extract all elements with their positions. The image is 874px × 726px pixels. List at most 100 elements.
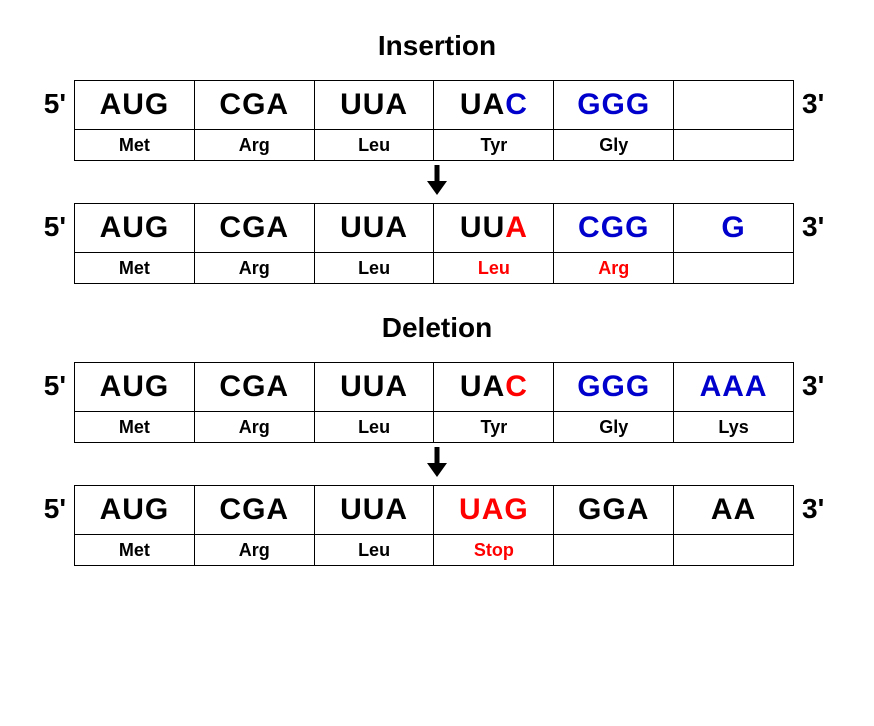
amino-acid-cell: Arg <box>194 253 314 284</box>
nucleotide-letter: C <box>578 211 601 244</box>
codon-cell: GGA <box>554 486 674 535</box>
nucleotide-letter: G <box>577 370 601 403</box>
nucleotide-letter: U <box>460 211 483 244</box>
amino-acid-cell: Arg <box>554 253 674 284</box>
amino-acid-row: MetArgLeuLeuArg <box>75 253 794 284</box>
nucleotide-letter: U <box>483 211 506 244</box>
nucleotide-letter: A <box>734 493 757 526</box>
codon-cell: UUA <box>314 204 434 253</box>
sequence-row: 5'AUGCGAUUAUAGGGAAAMetArgLeuStop3' <box>30 485 844 566</box>
nucleotide-letter: G <box>602 493 626 526</box>
codon-cell: AUG <box>75 204 195 253</box>
nucleotide-letter: U <box>340 211 363 244</box>
nucleotide-letter: G <box>601 211 625 244</box>
nucleotide-letter: U <box>363 211 386 244</box>
nucleotide-letter: U <box>363 88 386 121</box>
amino-acid-cell: Met <box>75 535 195 566</box>
codon-cell: AUG <box>75 363 195 412</box>
amino-acid-cell: Tyr <box>434 130 554 161</box>
nucleotide-letter: G <box>578 493 602 526</box>
nucleotide-letter: C <box>505 370 528 403</box>
codon-cell: UAC <box>434 363 554 412</box>
five-prime-label: 5' <box>30 80 66 128</box>
nucleotide-letter: A <box>100 493 123 526</box>
codon-cell: CGA <box>194 363 314 412</box>
section-title: Deletion <box>30 312 844 344</box>
sequence-table: AUGCGAUUAUACGGGAAAMetArgLeuTyrGlyLys <box>74 362 794 443</box>
section-title: Insertion <box>30 30 844 62</box>
nucleotide-letter: A <box>722 370 745 403</box>
nucleotide-letter: A <box>266 493 289 526</box>
codon-cell: GGG <box>554 363 674 412</box>
nucleotide-letter: A <box>711 493 734 526</box>
codon-cell: UUA <box>314 363 434 412</box>
nucleotide-letter: G <box>625 211 649 244</box>
codon-cell: AAA <box>674 363 794 412</box>
amino-acid-row: MetArgLeuTyrGlyLys <box>75 412 794 443</box>
amino-acid-cell: Arg <box>194 412 314 443</box>
sequence-table: AUGCGAUUAUUACGGGMetArgLeuLeuArg <box>74 203 794 284</box>
nucleotide-letter: A <box>505 211 528 244</box>
amino-acid-cell <box>674 253 794 284</box>
codon-row: AUGCGAUUAUAGGGAAA <box>75 486 794 535</box>
nucleotide-letter: C <box>219 370 242 403</box>
nucleotide-letter: U <box>122 493 145 526</box>
mutation-diagram: Insertion5'AUGCGAUUAUACGGGMetArgLeuTyrGl… <box>30 30 844 566</box>
nucleotide-letter: G <box>145 493 169 526</box>
nucleotide-letter: G <box>242 88 266 121</box>
five-prime-label: 5' <box>30 203 66 251</box>
nucleotide-letter: G <box>145 88 169 121</box>
nucleotide-letter: U <box>122 88 145 121</box>
nucleotide-letter: G <box>602 88 626 121</box>
nucleotide-letter: G <box>721 211 745 244</box>
amino-acid-cell: Tyr <box>434 412 554 443</box>
amino-acid-cell: Leu <box>434 253 554 284</box>
nucleotide-letter: G <box>242 211 266 244</box>
nucleotide-letter: C <box>219 211 242 244</box>
amino-acid-cell <box>554 535 674 566</box>
codon-cell: UUA <box>314 81 434 130</box>
down-arrow-icon <box>30 445 844 481</box>
amino-acid-cell: Met <box>75 130 195 161</box>
amino-acid-cell: Arg <box>194 130 314 161</box>
nucleotide-letter: C <box>219 88 242 121</box>
nucleotide-letter: G <box>626 370 650 403</box>
nucleotide-letter: A <box>627 493 650 526</box>
nucleotide-letter: A <box>266 211 289 244</box>
nucleotide-letter: G <box>242 370 266 403</box>
codon-cell: AUG <box>75 486 195 535</box>
three-prime-label: 3' <box>802 485 838 533</box>
five-prime-label: 5' <box>30 362 66 410</box>
amino-acid-row: MetArgLeuStop <box>75 535 794 566</box>
codon-cell <box>674 81 794 130</box>
nucleotide-letter: G <box>602 370 626 403</box>
nucleotide-letter: A <box>483 370 506 403</box>
five-prime-label: 5' <box>30 485 66 533</box>
codon-cell: CGG <box>554 204 674 253</box>
nucleotide-letter: A <box>700 370 723 403</box>
sequence-row: 5'AUGCGAUUAUACGGGMetArgLeuTyrGly3' <box>30 80 844 161</box>
codon-cell: UAG <box>434 486 554 535</box>
codon-cell: CGA <box>194 486 314 535</box>
amino-acid-cell: Leu <box>314 535 434 566</box>
nucleotide-letter: G <box>626 88 650 121</box>
nucleotide-letter: U <box>340 370 363 403</box>
three-prime-label: 3' <box>802 80 838 128</box>
nucleotide-letter: U <box>460 88 483 121</box>
down-arrow-icon <box>30 163 844 199</box>
three-prime-label: 3' <box>802 203 838 251</box>
nucleotide-letter: G <box>145 370 169 403</box>
codon-cell: CGA <box>194 81 314 130</box>
sequence-row: 5'AUGCGAUUAUACGGGAAAMetArgLeuTyrGlyLys3' <box>30 362 844 443</box>
sequence-row: 5'AUGCGAUUAUUACGGGMetArgLeuLeuArg3' <box>30 203 844 284</box>
codon-cell: AA <box>674 486 794 535</box>
nucleotide-letter: A <box>100 370 123 403</box>
nucleotide-letter: G <box>242 493 266 526</box>
nucleotide-letter: A <box>266 370 289 403</box>
nucleotide-letter: A <box>385 211 408 244</box>
codon-cell: UAC <box>434 81 554 130</box>
codon-row: AUGCGAUUAUACGGGAAA <box>75 363 794 412</box>
nucleotide-letter: A <box>266 88 289 121</box>
nucleotide-letter: U <box>363 493 386 526</box>
nucleotide-letter: U <box>122 211 145 244</box>
